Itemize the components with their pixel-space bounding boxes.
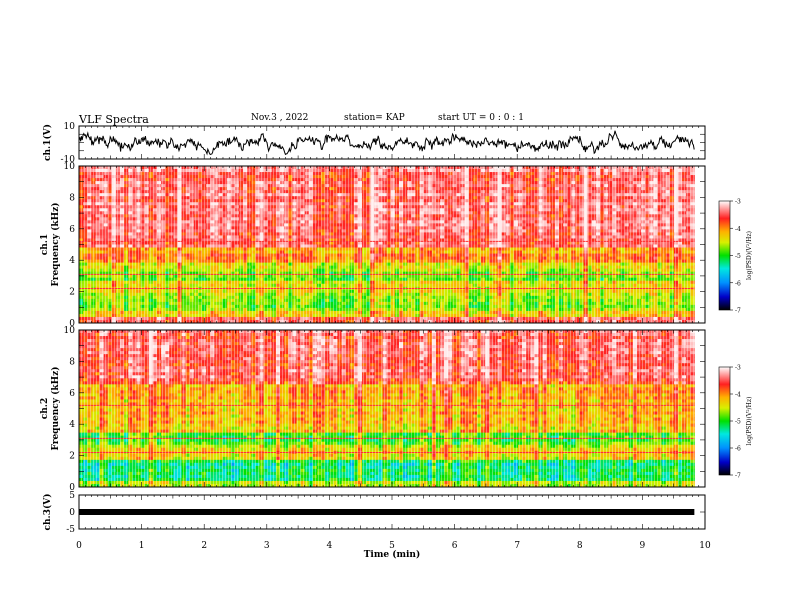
date-label: Nov.3 , 2022 [251, 113, 309, 123]
plot-title: VLF Spectra [79, 113, 149, 126]
start-time-label: start UT = 0 : 0 : 1 [438, 113, 524, 123]
ch1-spectrogram [79, 166, 695, 324]
station-label: station= KAP [344, 113, 405, 123]
